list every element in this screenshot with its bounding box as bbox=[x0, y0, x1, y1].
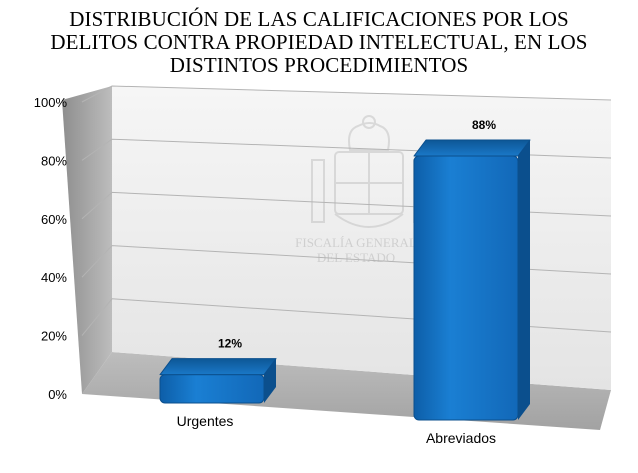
y-tick-label: 40% bbox=[41, 270, 67, 285]
bar-front bbox=[413, 155, 519, 421]
data-label: 12% bbox=[218, 337, 242, 351]
y-tick-label: 80% bbox=[41, 153, 67, 168]
side-wall bbox=[62, 86, 112, 394]
x-category-label: Urgentes bbox=[177, 413, 234, 429]
bar-urgentes: 12% bbox=[159, 337, 277, 404]
bar-top bbox=[159, 358, 277, 376]
watermark-line-1: FISCALÍA GENERAL bbox=[295, 235, 417, 250]
y-axis-ticks: 0% 20% 40% 60% 80% 100% bbox=[34, 95, 68, 402]
y-tick-label: 60% bbox=[41, 212, 67, 227]
gridline bbox=[81, 85, 612, 103]
y-tick-label: 0% bbox=[48, 387, 67, 402]
bar-abreviados: 88% bbox=[413, 118, 531, 421]
chart-title-line-2: DELITOS CONTRA PROPIEDAD INTELECTUAL, EN… bbox=[50, 30, 588, 54]
watermark: FISCALÍA GENERAL DEL ESTADO bbox=[295, 115, 427, 265]
x-axis-labels: Urgentes Abreviados bbox=[177, 413, 496, 446]
chart-title-line-1: DISTRIBUCIÓN DE LAS CALIFICACIONES POR L… bbox=[69, 7, 569, 31]
data-label: 88% bbox=[472, 118, 496, 132]
bar-side bbox=[518, 140, 530, 420]
bar-top bbox=[413, 139, 531, 157]
x-category-label: Abreviados bbox=[426, 430, 496, 446]
chart-title-line-3: DISTINTOS PROCEDIMIENTOS bbox=[169, 53, 469, 77]
chart-title: DISTRIBUCIÓN DE LAS CALIFICACIONES POR L… bbox=[0, 8, 638, 77]
y-tick-label: 20% bbox=[41, 329, 67, 344]
y-tick-label: 100% bbox=[34, 95, 68, 110]
bars: 12% 88% bbox=[159, 118, 531, 421]
bar-front bbox=[159, 374, 265, 404]
watermark-line-2: DEL ESTADO bbox=[317, 250, 395, 265]
bar-side bbox=[264, 358, 276, 403]
